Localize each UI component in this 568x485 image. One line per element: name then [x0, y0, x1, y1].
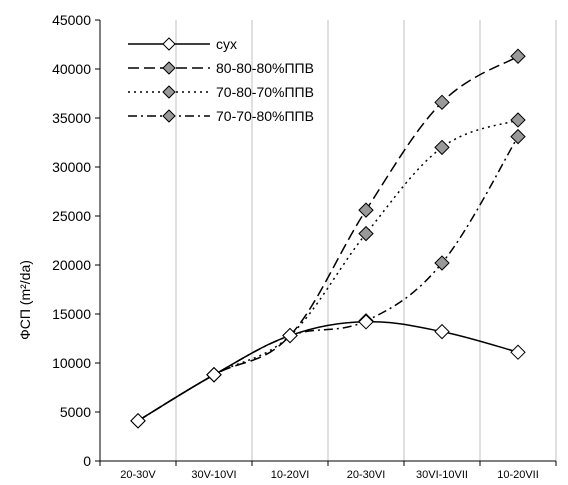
- data-point: [358, 314, 374, 330]
- data-point: [434, 323, 450, 340]
- data-point: [510, 344, 526, 360]
- y-tick-label: 15000: [52, 306, 91, 322]
- y-tick-labels: 0 5000 10000 15000 20000 25000 30000 35000 40000…: [52, 12, 91, 469]
- legend-label: сух: [216, 36, 237, 52]
- axes: [95, 19, 557, 466]
- x-tick-label: 10-20VII: [497, 469, 539, 481]
- data-point: [434, 139, 450, 156]
- y-tick-label: 10000: [52, 355, 91, 371]
- data-point: [130, 413, 146, 429]
- y-tick-label: 0: [83, 453, 91, 469]
- legend-item: сух: [128, 36, 237, 52]
- series-layer: [130, 48, 526, 429]
- y-tick-label: 30000: [52, 159, 91, 175]
- x-tick-label: 30VI-10VII: [416, 469, 468, 481]
- y-tick-label: 45000: [52, 12, 91, 28]
- x-tick-label: 20-30V: [120, 469, 156, 481]
- y-tick-label: 5000: [60, 404, 91, 420]
- legend-item: 70-80-70%ППВ: [128, 84, 314, 100]
- data-point: [510, 112, 526, 128]
- legend-label: 70-70-80%ППВ: [216, 108, 314, 124]
- legend-marker: [162, 37, 176, 51]
- legend-item: 70-70-80%ППВ: [128, 108, 314, 124]
- x-tick-label: 10-20VI: [271, 469, 310, 481]
- data-point: [434, 255, 450, 271]
- data-point: [510, 48, 526, 64]
- data-point: [282, 327, 298, 344]
- legend-marker: [162, 109, 176, 123]
- legend-item: 80-80-80%ППВ: [128, 60, 314, 76]
- legend-label: 70-80-70%ППВ: [216, 84, 314, 100]
- data-point: [434, 94, 450, 111]
- x-tick-labels: 20-30V 30V-10VI 10-20VI 20-30VI 30VI-10VII 10…: [120, 469, 539, 481]
- y-tick-label: 20000: [52, 257, 91, 273]
- grid-lines: [175, 20, 557, 461]
- x-tick-label: 30V-10VI: [191, 469, 236, 481]
- data-point: [510, 128, 526, 145]
- y-axis-label: ФСП (m²/da): [17, 260, 33, 340]
- legend-marker: [162, 61, 176, 75]
- legend: сух 80-80-80%ППВ 70-80-70%ППВ 70-70-80%ППВ: [128, 36, 314, 124]
- series-line: [137, 119, 519, 422]
- y-tick-label: 40000: [52, 61, 91, 77]
- data-point: [358, 225, 374, 242]
- legend-label: 80-80-80%ППВ: [216, 60, 314, 76]
- series-0: [130, 314, 526, 429]
- y-tick-label: 35000: [52, 110, 91, 126]
- data-point: [358, 202, 374, 218]
- y-tick-label: 25000: [52, 208, 91, 224]
- legend-marker: [162, 85, 176, 99]
- data-point: [206, 367, 222, 383]
- x-tick-label: 20-30VI: [347, 469, 386, 481]
